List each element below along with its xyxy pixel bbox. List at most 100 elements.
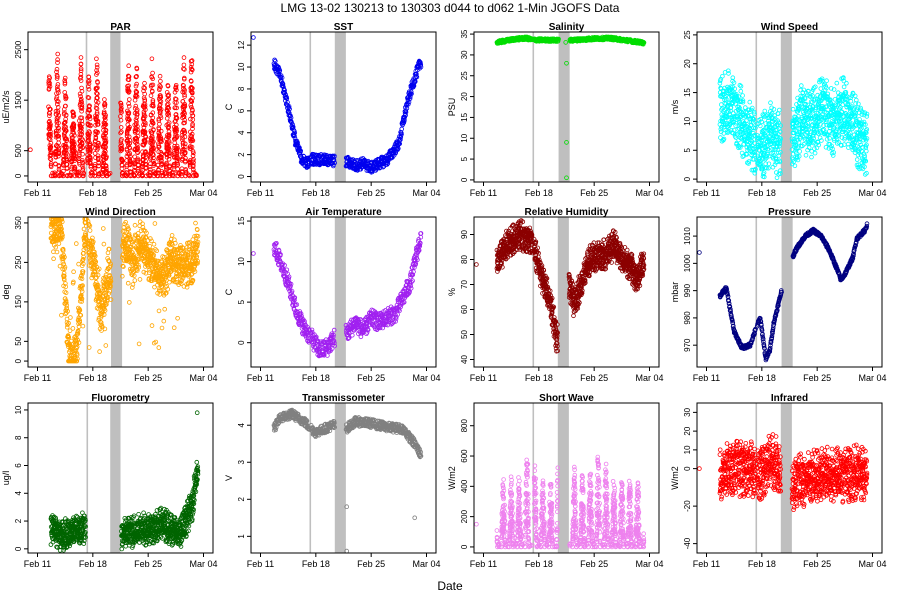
plot-frame <box>473 216 660 368</box>
y-tick-label: 10 <box>683 116 692 125</box>
y-tick-label: 10 <box>14 405 23 414</box>
y-axis-label: W/m2 <box>670 466 680 490</box>
y-tick-label: -40 <box>683 537 692 549</box>
x-tick-label: Feb 11 <box>693 373 720 383</box>
plot-frame <box>250 402 437 554</box>
x-tick-label: Mar 04 <box>190 559 218 569</box>
plot-frame <box>473 402 660 554</box>
panel-air-temperature: Air Temperature C 0 5 10 15 Feb 11 Feb 18 Feb 25… <box>224 207 441 383</box>
x-tick-label: Mar 04 <box>859 559 887 569</box>
y-tick-label: 35 <box>460 29 469 38</box>
panel-title: Wind Speed <box>761 22 818 33</box>
x-tick-label: Feb 11 <box>24 559 51 569</box>
y-tick-label: 1000 <box>683 254 692 272</box>
y-tick-label: -20 <box>683 500 692 512</box>
panel-title: Transmissometer <box>302 393 385 404</box>
y-tick-label: 600 <box>460 449 469 463</box>
x-tick-label: Feb 18 <box>748 188 776 198</box>
x-tick-label: Feb 25 <box>580 559 608 569</box>
gap-band <box>557 403 569 553</box>
scatter-points <box>474 218 647 354</box>
y-tick-label: 15 <box>460 112 469 121</box>
y-tick-label: 1 <box>237 534 246 539</box>
y-tick-label: 970 <box>683 338 692 352</box>
x-tick-label: Feb 25 <box>580 373 608 383</box>
y-tick-label: 150 <box>14 295 23 309</box>
y-axis-label: PSU <box>447 98 457 117</box>
y-tick-label: 20 <box>460 92 469 101</box>
y-tick-label: 2500 <box>14 40 23 58</box>
y-tick-label: 6 <box>237 108 246 113</box>
x-tick-label: Feb 18 <box>79 188 107 198</box>
y-tick-label: 70 <box>460 280 469 289</box>
gap-band <box>781 217 793 367</box>
y-axis-label: ug/l <box>1 471 11 486</box>
x-tick-label: Feb 11 <box>247 373 274 383</box>
gap-band <box>334 32 346 182</box>
y-tick-label: 5 <box>460 156 469 161</box>
plot-frame <box>250 31 437 183</box>
y-tick-label: 800 <box>460 419 469 433</box>
x-tick-label: Feb 18 <box>79 373 107 383</box>
scatter-points <box>697 432 870 512</box>
y-tick-label: 10 <box>683 445 692 454</box>
scatter-points <box>717 68 870 181</box>
panel-par: PAR uE/m2/s 0 500 1500 2500 Feb 11 Feb 18 Feb 25… <box>1 22 218 198</box>
panel-title: Wind Direction <box>85 207 155 218</box>
x-tick-label: Feb 11 <box>470 188 497 198</box>
scatter-points <box>494 34 647 181</box>
plot-frame <box>27 216 214 368</box>
y-tick-label: 400 <box>460 479 469 493</box>
x-tick-label: Feb 25 <box>803 373 831 383</box>
panel-relative-humidity: Relative Humidity% 40 50 60 70 80 90 Feb 11 Feb … <box>447 207 664 383</box>
scatter-points <box>28 51 199 179</box>
x-tick-label: Mar 04 <box>636 373 664 383</box>
gap-band <box>111 217 123 367</box>
data-points <box>494 34 647 181</box>
y-axis-label: % <box>447 288 457 296</box>
x-tick-label: Mar 04 <box>636 188 664 198</box>
data-points <box>28 51 199 179</box>
panel-fluorometry: Fluorometry ug/l 0 2 4 6 8 10 Feb 11 Feb 18 Feb 25… <box>1 393 218 569</box>
panel-short-wave: Short Wave W/m2 0 200 400 600 800 Feb 11 Feb 18 F… <box>447 393 664 569</box>
y-axis-label: deg <box>1 284 11 299</box>
data-points <box>697 432 870 512</box>
gap-band <box>532 32 535 182</box>
panel-title: Salinity <box>549 22 585 33</box>
panel-salinity: Salinity PSU 0 5 10 15 20 25 30 35 Feb 11 Feb 18 Feb… <box>447 22 664 198</box>
x-tick-label: Feb 18 <box>525 188 553 198</box>
plot-frame <box>696 216 883 368</box>
gap-band <box>86 217 89 367</box>
gap-band <box>558 32 570 182</box>
y-tick-label: 200 <box>460 509 469 523</box>
y-tick-label: 250 <box>14 255 23 269</box>
x-tick-label: Feb 11 <box>470 559 497 569</box>
data-points <box>474 218 647 354</box>
gap-band <box>755 32 758 182</box>
y-tick-label: 2 <box>237 497 246 502</box>
gap-band <box>557 217 569 367</box>
y-tick-label: 10 <box>460 133 469 142</box>
x-tick-label: Feb 11 <box>247 559 274 569</box>
y-tick-label: 1500 <box>14 91 23 109</box>
data-points <box>271 407 424 553</box>
y-tick-label: 80 <box>460 255 469 264</box>
y-tick-label: 0 <box>683 466 692 471</box>
gap-band <box>85 32 88 182</box>
x-tick-label: Feb 18 <box>525 559 553 569</box>
gap-band <box>110 32 121 182</box>
gap-band <box>755 217 758 367</box>
y-tick-label: 980 <box>683 311 692 325</box>
y-tick-label: 0 <box>237 174 246 179</box>
y-tick-label: 40 <box>460 355 469 364</box>
y-tick-label: 8 <box>14 435 23 440</box>
y-tick-label: 6 <box>14 463 23 468</box>
data-points <box>48 217 201 364</box>
panel-title: Relative Humidity <box>525 207 609 218</box>
x-tick-label: Feb 18 <box>525 373 553 383</box>
y-tick-label: 50 <box>460 330 469 339</box>
panel-wind-direction: Wind Direction deg 0 50 150 250 350 Feb 11 Feb 1… <box>1 207 218 383</box>
y-tick-label: 500 <box>14 143 23 157</box>
gap-band <box>780 403 792 553</box>
y-tick-label: 0 <box>683 176 692 181</box>
